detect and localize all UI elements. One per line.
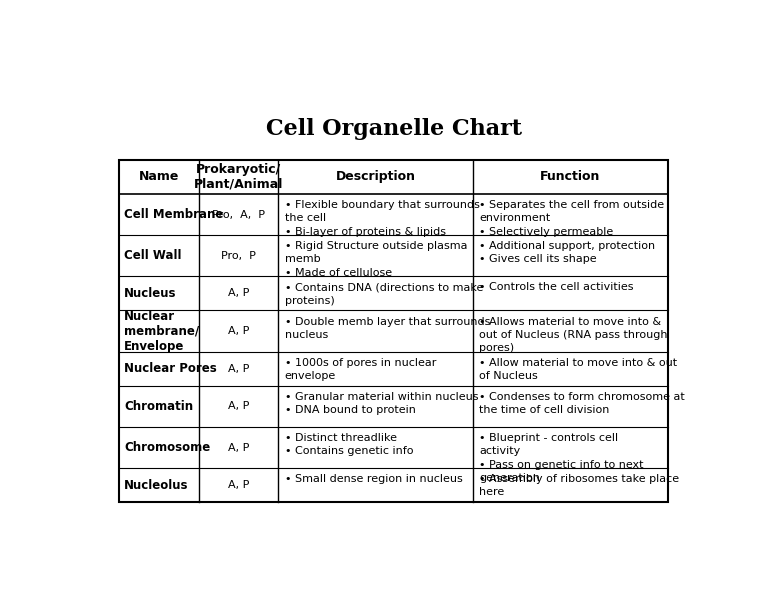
Text: A, P: A, P (228, 288, 250, 298)
Text: • Flexible boundary that surrounds
the cell
• Bi-layer of proteins & lipids: • Flexible boundary that surrounds the c… (285, 200, 479, 237)
Text: • Allows material to move into &
out of Nucleus (RNA pass through
pores): • Allows material to move into & out of … (479, 317, 668, 353)
Text: Nuclear Pores: Nuclear Pores (124, 362, 217, 375)
Text: A, P: A, P (228, 364, 250, 374)
Text: A, P: A, P (228, 480, 250, 490)
Text: Pro,  A,  P: Pro, A, P (212, 209, 265, 219)
Text: • Distinct threadlike
• Contains genetic info: • Distinct threadlike • Contains genetic… (285, 433, 413, 457)
Text: A, P: A, P (228, 442, 250, 452)
Text: Pro,  P: Pro, P (221, 251, 256, 261)
Text: Function: Function (541, 170, 601, 183)
Text: Chromosome: Chromosome (124, 441, 210, 454)
Text: • Separates the cell from outside
environment
• Selectively permeable: • Separates the cell from outside enviro… (479, 200, 664, 237)
Text: A, P: A, P (228, 326, 250, 336)
Text: • Blueprint - controls cell
activity
• Pass on genetic info to next
generation: • Blueprint - controls cell activity • P… (479, 433, 644, 483)
Text: Nucleus: Nucleus (124, 287, 177, 300)
Text: • Small dense region in nucleus: • Small dense region in nucleus (285, 474, 462, 484)
Text: • Controls the cell activities: • Controls the cell activities (479, 282, 634, 292)
Bar (119, 160, 668, 502)
Text: • Allow material to move into & out
of Nucleus: • Allow material to move into & out of N… (479, 358, 677, 381)
Text: • Assembly of ribosomes take place
here: • Assembly of ribosomes take place here (479, 474, 680, 498)
Text: • Granular material within nucleus
• DNA bound to protein: • Granular material within nucleus • DNA… (285, 392, 478, 415)
Text: Chromatin: Chromatin (124, 400, 193, 413)
Text: Name: Name (139, 170, 179, 183)
Text: Prokaryotic/
Plant/Animal: Prokaryotic/ Plant/Animal (194, 163, 283, 191)
Text: Cell Organelle Chart: Cell Organelle Chart (266, 118, 521, 140)
Text: Description: Description (336, 170, 415, 183)
Text: A, P: A, P (228, 401, 250, 412)
Text: • Condenses to form chromosome at
the time of cell division: • Condenses to form chromosome at the ti… (479, 392, 685, 415)
Text: • Contains DNA (directions to make
proteins): • Contains DNA (directions to make prote… (285, 282, 483, 305)
Text: Nuclear
membrane/
Envelope: Nuclear membrane/ Envelope (124, 310, 199, 352)
Text: • Rigid Structure outside plasma
memb
• Made of cellulose: • Rigid Structure outside plasma memb • … (285, 241, 467, 278)
Text: • Double memb layer that surrounds
nucleus: • Double memb layer that surrounds nucle… (285, 317, 490, 340)
Text: • 1000s of pores in nuclear
envelope: • 1000s of pores in nuclear envelope (285, 358, 436, 381)
Text: Cell Wall: Cell Wall (124, 249, 181, 262)
Text: • Additional support, protection
• Gives cell its shape: • Additional support, protection • Gives… (479, 241, 655, 264)
Text: Nucleolus: Nucleolus (124, 479, 188, 492)
Text: Cell Membrane: Cell Membrane (124, 208, 223, 221)
